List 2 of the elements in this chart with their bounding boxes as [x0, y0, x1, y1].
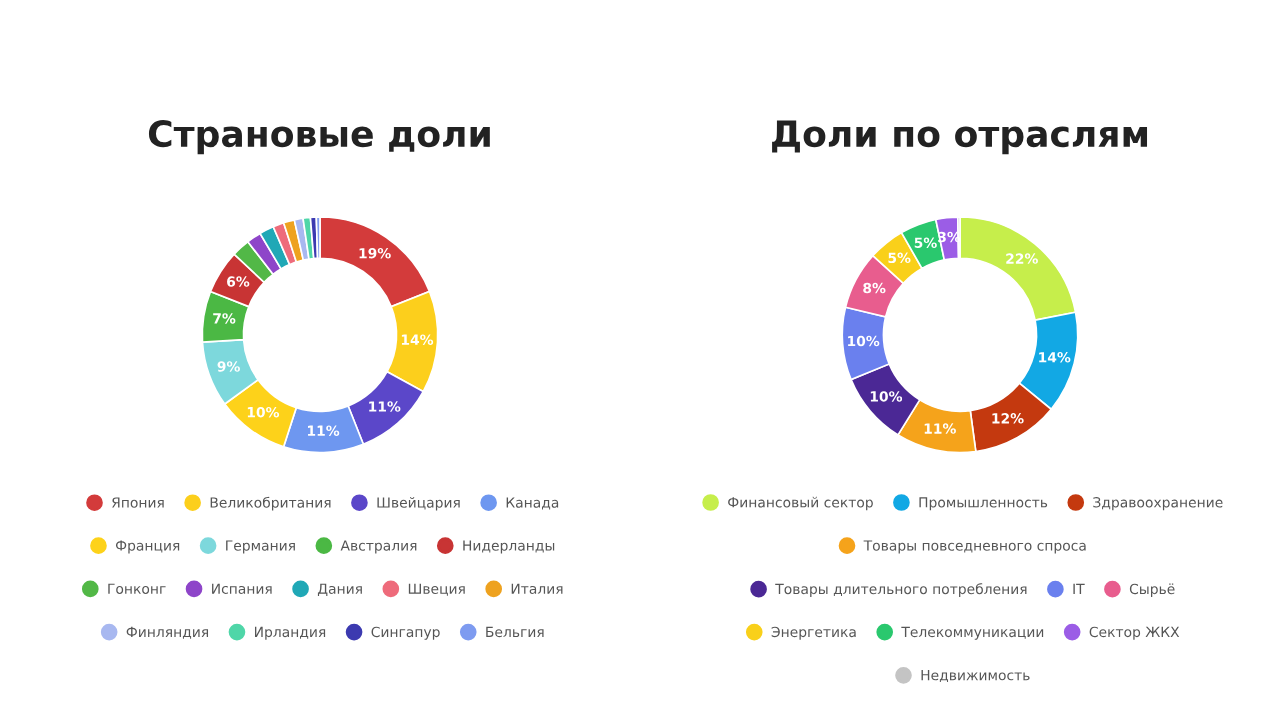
- chart-title: Страновые доли: [148, 119, 490, 155]
- chart-title: Доли по отраслям: [772, 120, 1148, 155]
